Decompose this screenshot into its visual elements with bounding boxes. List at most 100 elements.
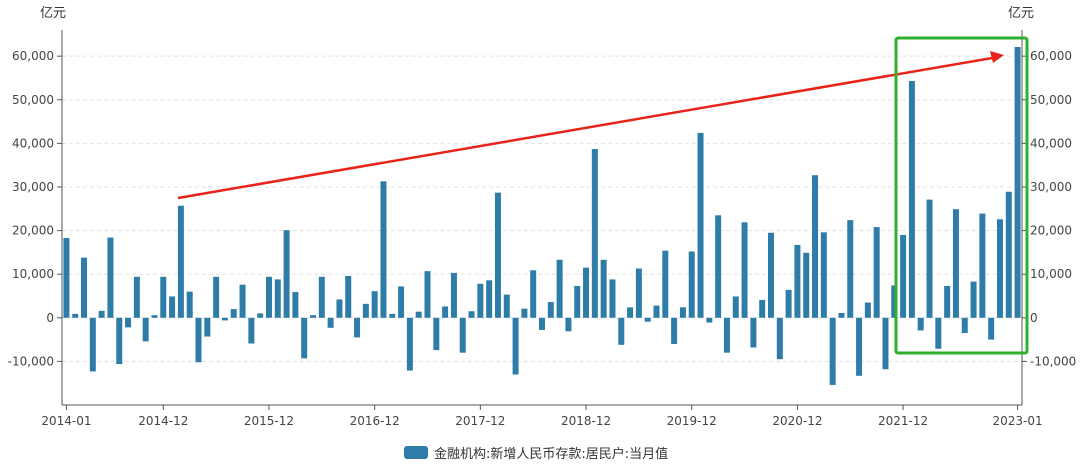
bar (908, 81, 915, 318)
y-tick-label-right: 60,000 (1030, 49, 1072, 63)
bar (433, 317, 440, 351)
annotations (177, 36, 1029, 355)
bar (688, 251, 695, 318)
legend: 金融机构:新增人民币存款:居民户:当月值 (404, 443, 668, 462)
bar (574, 285, 581, 318)
bar (750, 317, 757, 348)
bar (486, 280, 493, 318)
bar (600, 259, 607, 318)
bar (900, 234, 907, 318)
bar (917, 317, 924, 331)
bar (98, 310, 105, 318)
bar (239, 284, 246, 318)
tick-labels: -10,000 -10,000 0 0 10,000 10,000 20,000 20,000… (8, 49, 1077, 428)
bar (785, 289, 792, 318)
bar (732, 296, 739, 318)
bar (653, 305, 660, 318)
bar (327, 317, 334, 328)
y-tick-label-left: 30,000 (12, 180, 54, 194)
bar (565, 317, 572, 332)
y-tick-label-left: 0 (46, 311, 54, 325)
axes (57, 30, 1027, 410)
right-axis-unit: 亿元 (1008, 6, 1034, 21)
x-tick-label: 2015-12 (244, 414, 294, 428)
bar (820, 232, 827, 318)
bar (380, 181, 387, 318)
y-tick-label-right: 50,000 (1030, 93, 1072, 107)
bar (142, 317, 149, 342)
bar (776, 317, 783, 360)
bar (679, 307, 686, 318)
bar (847, 220, 854, 318)
y-tick-label-right: 20,000 (1030, 224, 1072, 238)
bar (63, 237, 70, 318)
bar (547, 302, 554, 318)
bar (627, 307, 634, 318)
y-tick-label-left: -10,000 (8, 354, 54, 368)
bar (354, 317, 361, 338)
bar (609, 279, 616, 318)
bar (195, 317, 202, 363)
bar (952, 209, 959, 318)
bar (1005, 191, 1012, 318)
x-tick-label: 2017-12 (455, 414, 505, 428)
bar (125, 317, 132, 328)
x-tick-label: 2019-12 (667, 414, 717, 428)
bar (723, 317, 730, 353)
bar (591, 149, 598, 318)
bar (133, 276, 140, 318)
bar (767, 232, 774, 318)
y-tick-label-right: 30,000 (1030, 180, 1072, 194)
bar (160, 276, 167, 318)
x-tick-label: 2016-12 (350, 414, 400, 428)
bar (204, 317, 211, 337)
bar (662, 250, 669, 318)
bar (310, 315, 317, 318)
y-tick-label-right: -10,000 (1030, 354, 1076, 368)
y-tick-label-right: 10,000 (1030, 267, 1072, 281)
highlight-box (894, 36, 1029, 355)
bar (891, 285, 898, 318)
bar (618, 317, 625, 345)
bar (882, 317, 889, 370)
x-tick-label: 2023-01 (993, 414, 1043, 428)
bar (803, 252, 810, 318)
bar (697, 132, 704, 318)
bar (406, 317, 413, 371)
bar (81, 257, 88, 318)
bar (556, 259, 563, 318)
y-tick-label-right: 40,000 (1030, 136, 1072, 150)
y-tick-label-left: 60,000 (12, 49, 54, 63)
bar (635, 268, 642, 318)
x-tick-label: 2021-12 (878, 414, 928, 428)
bar (812, 175, 819, 318)
bar (442, 306, 449, 318)
bar (301, 317, 308, 359)
legend-swatch (404, 446, 428, 459)
bar (116, 317, 123, 365)
bar (468, 311, 475, 318)
bar (996, 219, 1003, 318)
bar (345, 275, 352, 318)
bar (988, 317, 995, 340)
x-tick-label: 2020-12 (772, 414, 822, 428)
bar (856, 317, 863, 376)
bar (292, 292, 299, 318)
bar (864, 302, 871, 318)
bar (424, 271, 431, 318)
bar (829, 317, 836, 385)
bar (221, 317, 228, 321)
trend-line (177, 55, 999, 200)
bar (961, 317, 968, 334)
bar (503, 294, 510, 318)
bar (494, 192, 501, 318)
bar (944, 285, 951, 318)
y-tick-label-left: 40,000 (12, 136, 54, 150)
bar (89, 317, 96, 372)
bar (186, 291, 193, 318)
bar (213, 276, 220, 318)
bar (521, 308, 528, 318)
bar (283, 230, 290, 318)
trend-arrow-head (990, 51, 1004, 63)
bar (715, 215, 722, 318)
